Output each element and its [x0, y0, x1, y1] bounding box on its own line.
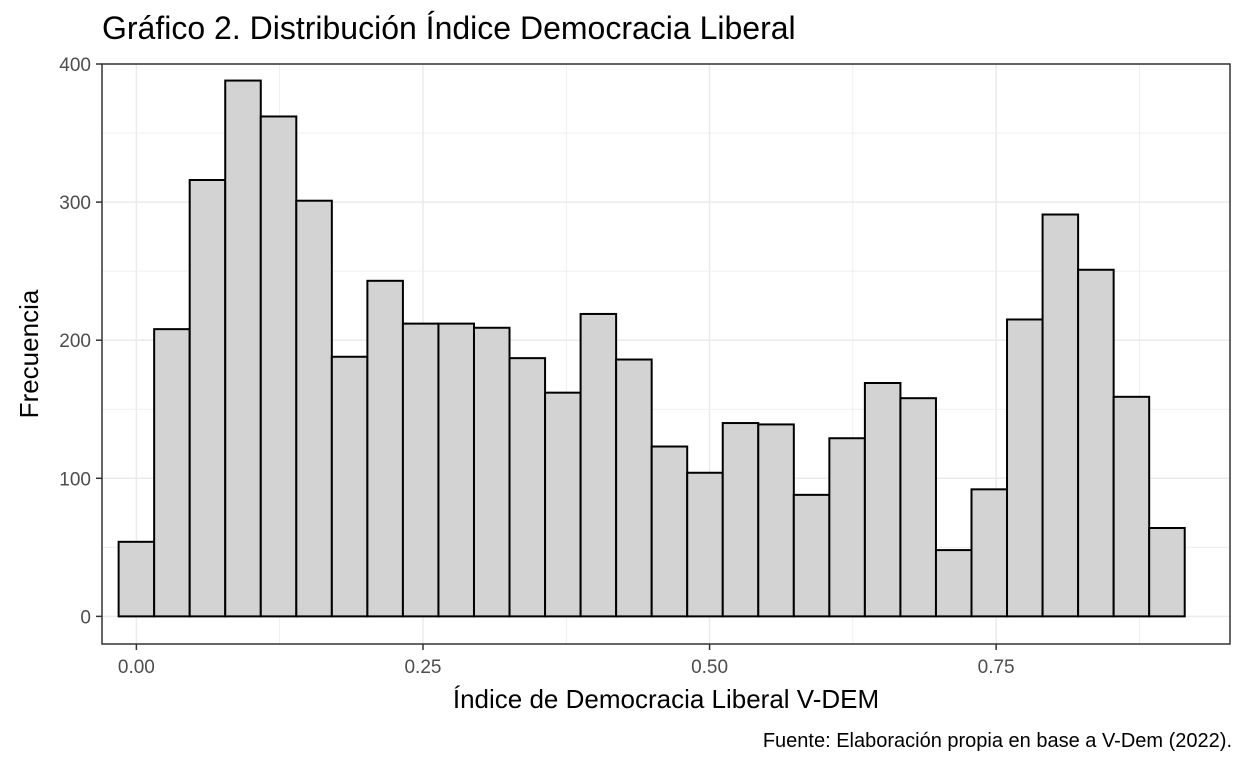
histogram-bar: [472, 326, 511, 618]
histogram-bar: [1112, 395, 1151, 618]
histogram-bar: [615, 358, 653, 618]
y-axis-ticks: 0 100 200 300 400: [59, 55, 102, 628]
histogram-bar: [579, 312, 618, 618]
histogram-bar: [295, 199, 333, 618]
histogram-bar: [153, 328, 191, 618]
histogram-bar: [1148, 527, 1186, 618]
y-axis-title: Frecuencia: [14, 289, 44, 418]
histogram-bar: [544, 391, 582, 618]
histogram-bar: [757, 423, 795, 618]
histogram-bar: [437, 322, 475, 618]
histogram-bar: [366, 279, 404, 618]
histogram-bar: [224, 79, 262, 618]
histogram-bar: [188, 179, 227, 618]
histogram-bar: [259, 115, 298, 618]
histogram-bar: [828, 437, 866, 618]
y-tick-label: 200: [59, 331, 91, 352]
histogram-bar: [401, 322, 440, 618]
histogram-bar: [934, 549, 973, 618]
histogram-bar: [1077, 268, 1115, 618]
histogram-bar: [686, 471, 724, 618]
histogram-bar: [1006, 318, 1044, 618]
y-tick-label: 0: [80, 607, 91, 628]
x-tick-label: 0.75: [978, 657, 1015, 678]
histogram-bar: [508, 357, 547, 618]
y-tick-label: 300: [59, 193, 91, 214]
histogram-bar: [792, 493, 831, 618]
histogram-bar: [117, 540, 156, 618]
histogram-bar: [899, 397, 937, 618]
chart-caption: Fuente: Elaboración propia en base a V-D…: [762, 730, 1232, 752]
x-tick-label: 0.25: [404, 657, 441, 678]
y-tick-label: 100: [59, 469, 91, 490]
histogram-bar: [650, 445, 689, 618]
histogram-bars: [117, 79, 1186, 618]
histogram-bar: [1041, 213, 1080, 618]
chart-title: Gráfico 2. Distribución Índice Democraci…: [102, 10, 796, 46]
histogram-bar: [863, 382, 902, 618]
x-axis-title: Índice de Democracia Liberal V-DEM: [453, 684, 879, 714]
histogram-bar: [970, 488, 1009, 618]
x-tick-label: 0.00: [118, 657, 155, 678]
y-tick-label: 400: [59, 55, 91, 76]
x-tick-label: 0.50: [691, 657, 728, 678]
histogram-bar: [721, 422, 760, 618]
panel-border: [101, 63, 1231, 645]
histogram-bar: [330, 355, 369, 618]
x-axis-ticks: 0.00 0.25 0.50 0.75: [118, 644, 1015, 678]
